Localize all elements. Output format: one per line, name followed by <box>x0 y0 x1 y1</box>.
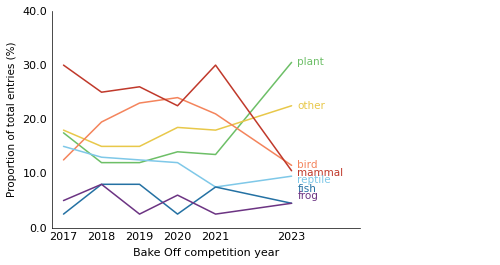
Text: fish: fish <box>298 184 316 194</box>
Text: reptile: reptile <box>298 175 331 185</box>
Text: bird: bird <box>298 160 318 170</box>
Text: other: other <box>298 101 325 111</box>
Text: frog: frog <box>298 191 318 201</box>
Y-axis label: Proportion of total entries (%): Proportion of total entries (%) <box>7 42 17 197</box>
Text: plant: plant <box>298 58 324 67</box>
X-axis label: Bake Off competition year: Bake Off competition year <box>133 248 279 258</box>
Text: mammal: mammal <box>298 169 344 178</box>
